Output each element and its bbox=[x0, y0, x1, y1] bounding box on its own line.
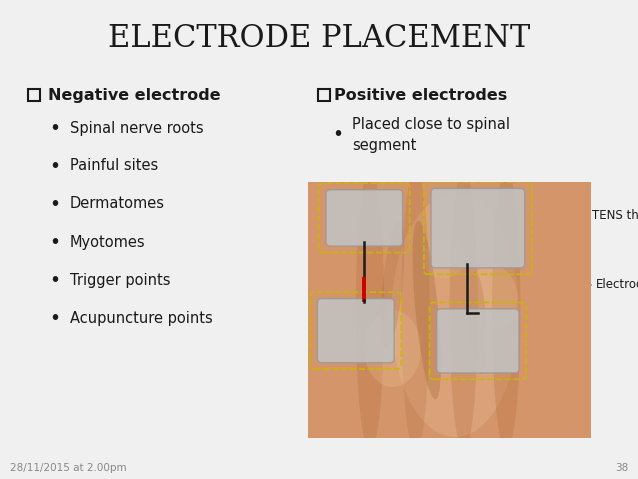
Ellipse shape bbox=[364, 310, 421, 387]
Text: Positive electrodes: Positive electrodes bbox=[334, 88, 507, 103]
Ellipse shape bbox=[469, 272, 487, 374]
Ellipse shape bbox=[356, 169, 384, 451]
Text: •: • bbox=[49, 271, 61, 289]
Text: Spinal nerve roots: Spinal nerve roots bbox=[70, 121, 204, 136]
Ellipse shape bbox=[391, 194, 519, 437]
Ellipse shape bbox=[492, 169, 521, 451]
Text: 28/11/2015 at 2.00pm: 28/11/2015 at 2.00pm bbox=[10, 463, 126, 473]
Text: Myotomes: Myotomes bbox=[70, 235, 145, 250]
Text: Dermatomes: Dermatomes bbox=[70, 196, 165, 212]
Text: •: • bbox=[49, 157, 61, 175]
Text: •: • bbox=[49, 232, 61, 251]
Text: •: • bbox=[49, 194, 61, 214]
Text: Trigger points: Trigger points bbox=[70, 273, 170, 287]
FancyBboxPatch shape bbox=[431, 188, 524, 268]
FancyBboxPatch shape bbox=[318, 298, 394, 363]
Text: 38: 38 bbox=[615, 463, 628, 473]
Text: Electrode: Electrode bbox=[596, 278, 638, 292]
Ellipse shape bbox=[413, 221, 441, 399]
Ellipse shape bbox=[466, 265, 517, 330]
Ellipse shape bbox=[422, 240, 465, 278]
Bar bbox=[28, 89, 40, 101]
Text: Acupuncture points: Acupuncture points bbox=[70, 310, 212, 326]
FancyBboxPatch shape bbox=[326, 190, 403, 246]
Text: Painful sites: Painful sites bbox=[70, 159, 158, 173]
Bar bbox=[318, 89, 330, 101]
Text: TENS therapy: TENS therapy bbox=[592, 208, 638, 221]
Ellipse shape bbox=[381, 221, 404, 348]
Text: •: • bbox=[49, 308, 61, 328]
FancyBboxPatch shape bbox=[436, 309, 519, 373]
Text: •: • bbox=[332, 125, 343, 145]
Ellipse shape bbox=[449, 169, 478, 451]
Text: •: • bbox=[49, 118, 61, 137]
Text: Negative electrode: Negative electrode bbox=[48, 88, 221, 103]
Ellipse shape bbox=[401, 169, 429, 451]
Text: ELECTRODE PLACEMENT: ELECTRODE PLACEMENT bbox=[108, 23, 530, 54]
Text: Placed close to spinal
segment: Placed close to spinal segment bbox=[352, 117, 510, 153]
